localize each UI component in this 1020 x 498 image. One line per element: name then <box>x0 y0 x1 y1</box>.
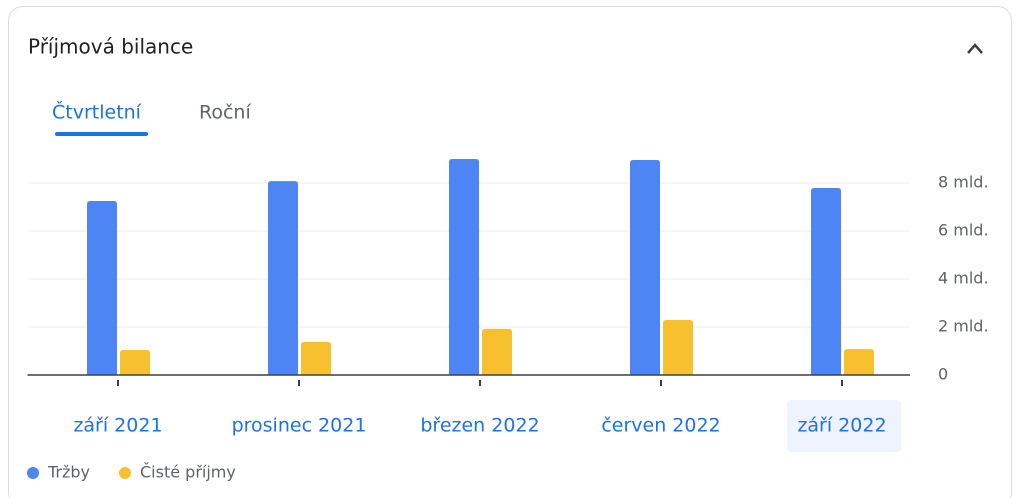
bar <box>301 341 331 375</box>
bar <box>811 188 841 375</box>
y-tick-label: 8 mld. <box>938 173 989 192</box>
legend-dot <box>119 467 131 479</box>
bar <box>268 181 298 375</box>
card-title: Příjmová bilance <box>28 35 193 59</box>
legend-label: Tržby <box>47 463 90 482</box>
collapse-chevron[interactable] <box>967 43 983 54</box>
x-tick-label[interactable]: prosinec 2021 <box>232 415 367 437</box>
y-tick-label: 0 <box>938 365 948 384</box>
legend-label: Čisté příjmy <box>140 463 236 482</box>
bar <box>120 350 150 375</box>
y-tick-label: 6 mld. <box>938 221 989 240</box>
selected-highlight <box>787 400 901 452</box>
bar <box>663 320 693 375</box>
y-tick-label: 4 mld. <box>938 269 989 288</box>
bar <box>482 328 512 375</box>
tab-active[interactable]: Čtvrtletní <box>52 100 142 124</box>
x-tick-label[interactable]: září 2022 <box>797 415 886 437</box>
tab[interactable]: Roční <box>199 102 251 124</box>
bar <box>630 159 660 375</box>
bar <box>449 159 479 375</box>
x-tick-label[interactable]: červen 2022 <box>601 415 720 437</box>
bar <box>87 201 117 375</box>
x-tick-label[interactable]: září 2021 <box>73 415 162 437</box>
y-tick-label: 2 mld. <box>938 317 989 336</box>
legend-dot <box>27 467 39 479</box>
tab-underline <box>55 132 148 136</box>
x-tick-label[interactable]: březen 2022 <box>420 415 539 437</box>
bar <box>844 349 874 375</box>
